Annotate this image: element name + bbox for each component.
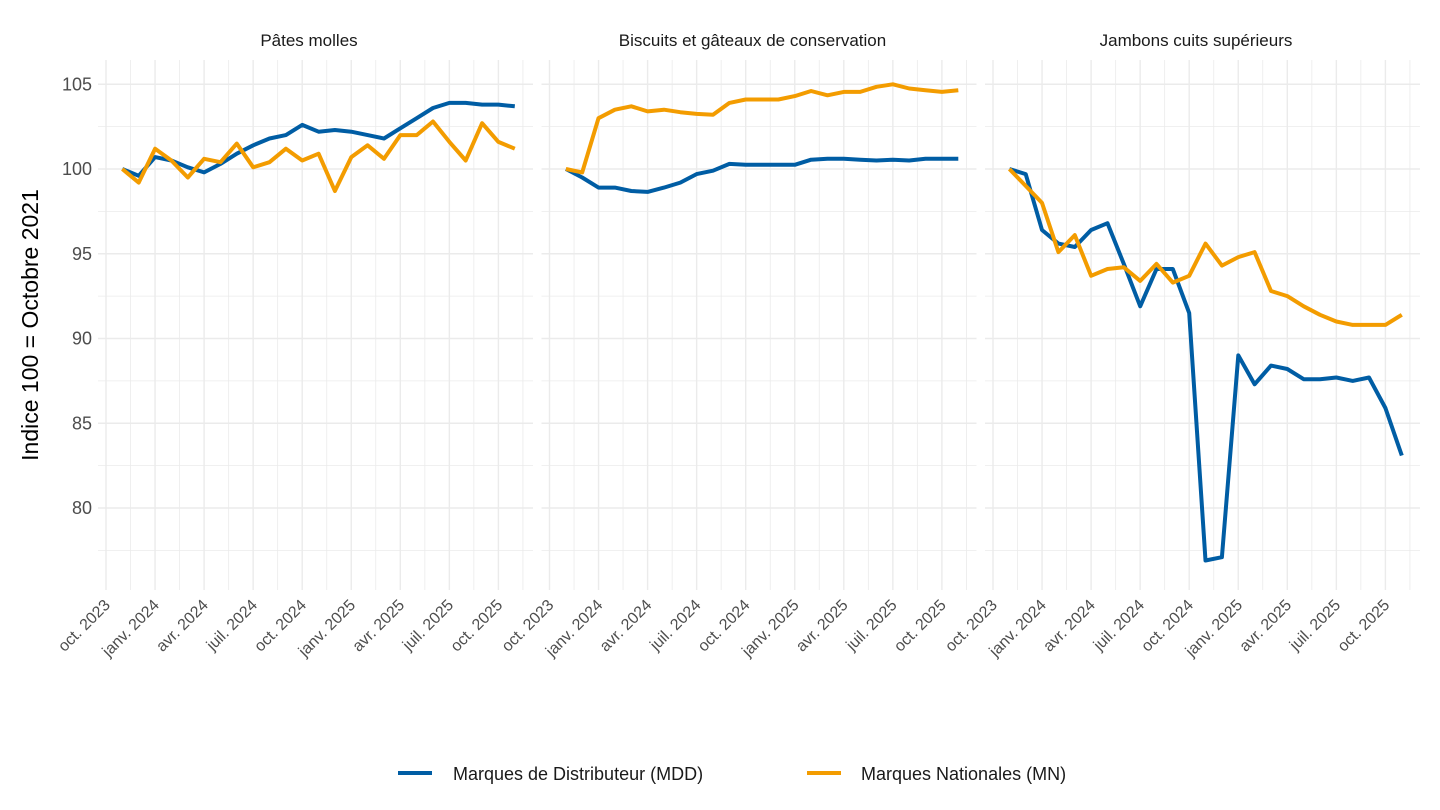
legend-label-mn: Marques Nationales (MN) (861, 764, 1066, 784)
y-tick-label: 80 (72, 498, 92, 518)
x-tick-label: avr. 2025 (1237, 597, 1296, 656)
y-tick-label: 95 (72, 244, 92, 264)
x-tick-label: juil. 2024 (203, 597, 261, 655)
x-tick-label: avr. 2025 (350, 597, 409, 656)
y-tick-label: 85 (72, 413, 92, 433)
series-line-mdd (1008, 167, 1404, 563)
series-line-mdd (564, 156, 959, 194)
y-axis-label: Indice 100 = Octobre 2021 (17, 189, 43, 461)
legend: Marques de Distributeur (MDD) Marques Na… (398, 764, 1066, 784)
panel-title: Biscuits et gâteaux de conservation (619, 31, 886, 50)
panel-2: Biscuits et gâteaux de conservation oct. … (499, 31, 977, 661)
x-tick-label: avr. 2024 (1040, 597, 1099, 656)
x-tick-label: avr. 2024 (597, 597, 656, 656)
x-tick-label: oct. 2025 (448, 597, 507, 656)
x-tick-label: juil. 2024 (1090, 597, 1148, 655)
x-tick-label: juil. 2025 (843, 597, 901, 655)
series-line-mdd (121, 100, 516, 178)
series-line-mn (565, 82, 959, 175)
x-tick-label: avr. 2024 (153, 597, 212, 656)
y-tick-label: 100 (62, 159, 92, 179)
x-tick-label: avr. 2025 (793, 597, 852, 656)
x-tick-label: juil. 2025 (399, 597, 457, 655)
panel-title: Jambons cuits supérieurs (1100, 31, 1293, 50)
series-line-mn (121, 119, 516, 193)
x-tick-label: oct. 2025 (1335, 597, 1394, 656)
x-tick-label: juil. 2025 (1286, 597, 1344, 655)
y-tick-label: 90 (72, 329, 92, 349)
legend-label-mdd: Marques de Distributeur (MDD) (453, 764, 703, 784)
panel-title: Pâtes molles (260, 31, 357, 50)
x-tick-label: juil. 2024 (646, 597, 704, 655)
y-tick-label: 105 (62, 74, 92, 94)
x-tick-label: oct. 2025 (891, 597, 950, 656)
series-line-mn (1007, 167, 1403, 327)
